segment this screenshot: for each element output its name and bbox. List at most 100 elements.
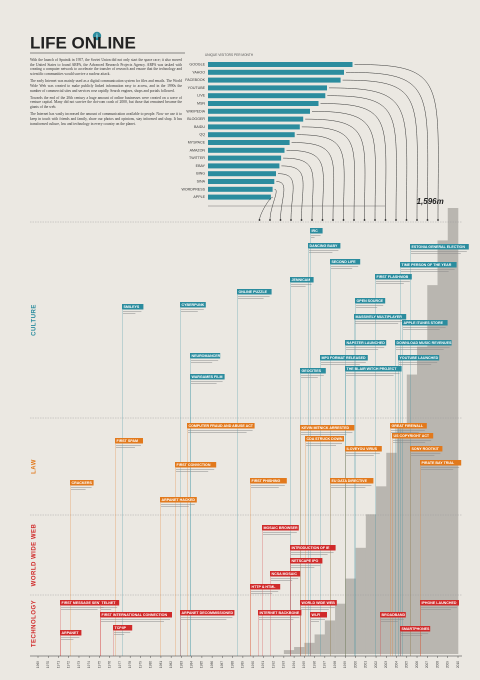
user-bar [417, 346, 428, 654]
user-bar [345, 578, 356, 654]
site-label: BAIDU [194, 125, 205, 129]
section-label: TECHNOLOGY [32, 600, 38, 647]
event-box [250, 478, 287, 484]
event-box [410, 244, 469, 250]
connector-dot [416, 219, 418, 221]
event-label: SECOND LIFE [332, 260, 357, 264]
site-label: MSN [197, 101, 205, 105]
site-connector [354, 64, 439, 221]
site-label: LIVE [197, 94, 205, 98]
section-label: WORLD WIDE WEB [32, 524, 38, 587]
connector-dot [405, 219, 408, 221]
year-label: 1994 [292, 661, 296, 668]
event-label: BROADBAND [382, 613, 406, 617]
event-box [250, 584, 281, 590]
event-box [308, 243, 341, 249]
site-connector [327, 95, 397, 221]
event-label: APPLE ITUNES STORE [404, 321, 444, 325]
event-label: WI-FI [312, 613, 321, 617]
user-bar [447, 208, 459, 654]
event-label: IRC [312, 229, 319, 233]
event-box [190, 374, 225, 380]
year-label: 1975 [97, 661, 101, 668]
user-bar [294, 647, 305, 654]
connector-dot [300, 219, 303, 221]
event-label: EU DATA DIRECTIVE [332, 479, 368, 483]
event-label: IPHONE LAUNCHED [422, 601, 457, 605]
site-label: TWITTER [189, 156, 205, 160]
year-label: 1982 [169, 661, 173, 668]
event-label: US COPYRIGHT ACT [394, 434, 430, 438]
event-box [380, 612, 406, 618]
title-icon-text: i [96, 34, 98, 40]
connector-dot [395, 219, 397, 221]
site-bar [208, 132, 295, 138]
event-label: FIRST FLASHMOB [377, 275, 409, 279]
year-label: 1974 [87, 661, 91, 668]
event-box [300, 368, 326, 374]
event-label: GREAT FIREWALL [392, 424, 424, 428]
year-label: 1988 [230, 661, 234, 668]
site-bar [208, 186, 273, 192]
event-box [290, 545, 336, 551]
event-label: DANCING BABY [310, 244, 339, 248]
connector-dot [384, 219, 387, 221]
event-box [180, 610, 235, 616]
site-label: FACEBOOK [185, 78, 205, 82]
user-bar [304, 642, 315, 654]
intro-paragraph: The Internet has vastly increased the am… [30, 112, 182, 126]
site-connector [281, 165, 304, 221]
site-bar [208, 69, 344, 75]
user-bar [365, 514, 377, 654]
connector-dot [353, 219, 355, 221]
site-bar [208, 171, 276, 177]
event-box [398, 355, 440, 361]
site-connector [276, 181, 285, 221]
year-label: 2000 [353, 661, 357, 668]
event-box [320, 355, 368, 361]
event-label: NEUROMANCER [192, 354, 221, 358]
year-label: 1991 [261, 661, 265, 668]
year-label: 1986 [210, 661, 214, 668]
year-label: 2005 [405, 661, 409, 668]
user-bar [335, 603, 346, 654]
site-label: WORDPRESS [181, 187, 205, 191]
site-label: BLOGGER [187, 117, 205, 121]
year-label: 2006 [415, 661, 419, 668]
title-icon [92, 31, 102, 41]
event-label: TIME PERSON OF THE YEAR [402, 263, 452, 267]
event-box [330, 259, 361, 265]
year-label: 1996 [312, 661, 316, 668]
site-connector [286, 150, 324, 221]
site-bar [208, 85, 327, 91]
site-connector [345, 72, 429, 221]
intro-paragraph: The early Internet was mainly used as a … [30, 79, 182, 93]
site-label: MYSPACE [188, 140, 206, 144]
event-label: MASSIVELY MULTIPLAYER [356, 315, 403, 319]
connector-dot [374, 219, 376, 221]
event-box [410, 446, 443, 452]
event-label: INTERNET BACKBONE [260, 611, 300, 615]
year-label: 2004 [394, 661, 398, 668]
year-label: 2001 [364, 661, 368, 668]
event-box [390, 423, 427, 429]
year-label: 1990 [251, 661, 255, 668]
event-box [70, 480, 94, 486]
event-label: CDA STRUCK DOWN [307, 437, 343, 441]
event-box [345, 366, 402, 372]
event-label: WARGAMES FILM [192, 375, 223, 379]
user-bar [386, 452, 397, 654]
event-label: NAPSTER LAUNCHED [347, 341, 386, 345]
event-label: THE BLAIR WITCH PROJECT [347, 367, 398, 371]
intro: With the launch of Sputnik in 1957, the … [30, 58, 182, 129]
year-label: 1993 [282, 661, 286, 668]
event-label: ESTONIA GENERAL ELECTION [412, 245, 466, 249]
site-label: GOOGLE [189, 62, 205, 66]
user-bar [355, 547, 367, 654]
year-label: 1977 [118, 661, 122, 668]
site-bar [208, 147, 285, 153]
site-bar [208, 140, 290, 145]
event-label: SONY ROOTKIT [412, 447, 440, 451]
event-label: SMILEYS [124, 305, 140, 309]
